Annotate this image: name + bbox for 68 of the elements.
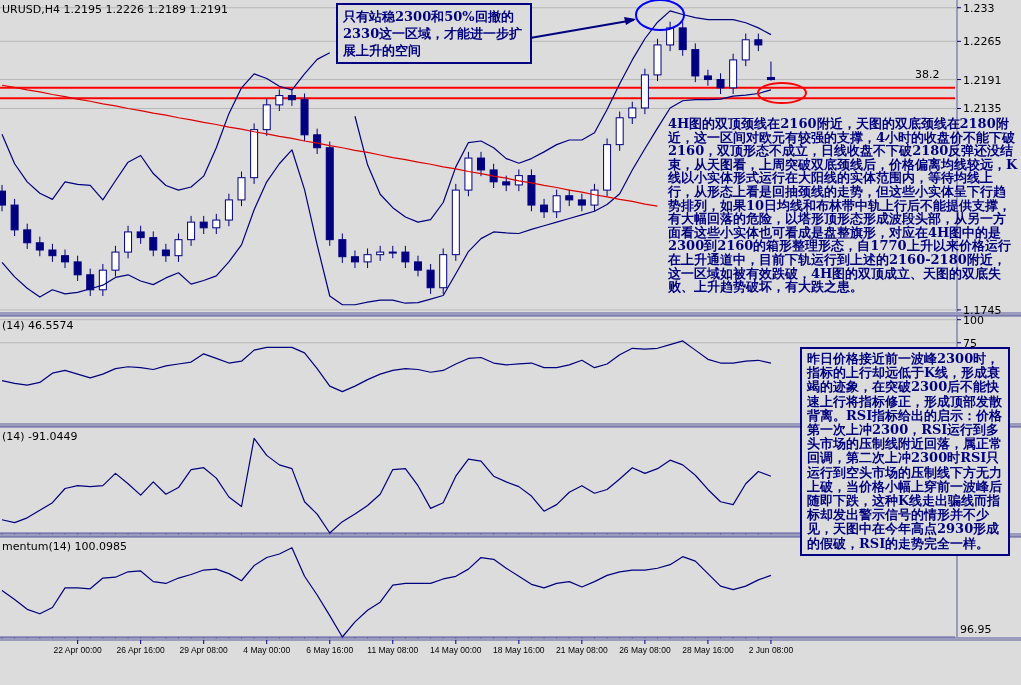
y-tick-label: 1.2135: [963, 102, 1002, 116]
y-tick-label: 75: [963, 336, 977, 350]
text: 4H图的双顶颈线在2160附近，天图的双底颈线在2180附近，这一区间对欧元有较强的支撑，4小时的收盘价不能下破2160，双顶形态不成立，日线收盘不下破2180反弹还没结束，从天图看，上周突破双底颈线后，价格偏离均线较远，K线以小实体形式运行在大阳线的实体范围内，等待均线上行，从形态上看是回抽颈线的走势，但这些小实体呈下行趋势排列，如果10日均线和布林带中轨上行后不能提供支撑，有大幅回落的危险，以塔形顶形态形成波段头部，从另一方面看这些小实体也可看成是盘整旗形，对应在4H图中的是2300到2160的箱形整理形态，自1770上升以来价格运行在上升通道中，目前下轨运行到上述的2160-2180附近，这一区域如被有效跌破，4H图的双顶成立、天图的双底失败、上升趋势破坏，有大跌之患。: [668, 116, 1018, 295]
x-tick-label: 18 May 16:00: [493, 645, 545, 655]
candlestick: [363, 247, 372, 269]
x-tick-label: 6 May 16:00: [306, 645, 354, 655]
line-series: [1, 340, 772, 393]
x-tick-label: 11 May 08:00: [367, 645, 419, 655]
chart-title: mentum(14) 100.0985: [2, 540, 128, 553]
x-tick-label: 2 Jun 08:00: [748, 645, 794, 655]
candlestick: [174, 232, 183, 263]
candlestick: [23, 223, 32, 250]
candlestick: [212, 213, 221, 235]
x-tick-label: 22 Apr 00:00: [53, 645, 103, 655]
candlestick: [275, 88, 284, 112]
y-tick-label: 1.2265: [963, 35, 1002, 49]
line-series: [1, 84, 659, 207]
y-tick-label: 1.233: [963, 1, 995, 15]
candlestick: [313, 128, 322, 155]
candlestick: [766, 60, 775, 82]
x-tick-label: 21 May 08:00: [556, 645, 608, 655]
candlestick: [287, 88, 296, 107]
candlestick: [426, 263, 435, 295]
candlestick: [86, 268, 95, 297]
candlestick: [111, 245, 120, 277]
candlestick: [413, 255, 422, 277]
candlestick: [35, 236, 44, 257]
x-tick-label: 26 Apr 16:00: [116, 645, 166, 655]
x-tick-label: 28 May 16:00: [682, 645, 734, 655]
candlestick: [489, 163, 498, 189]
candlestick: [224, 193, 233, 227]
candlestick: [577, 193, 586, 212]
candlestick: [741, 33, 750, 67]
candlestick: [136, 225, 145, 245]
y-tick-label: 1.2191: [963, 73, 1002, 87]
candlestick: [73, 255, 82, 282]
chart-title: URUSD,H4 1.2195 1.2226 1.2189 1.2191: [2, 3, 228, 16]
candlestick: [48, 243, 57, 263]
candlestick: [98, 263, 107, 297]
candlestick: [552, 189, 561, 219]
candlestick: [590, 183, 599, 212]
x-tick-label: 4 May 00:00: [243, 645, 291, 655]
text: 96.95: [960, 623, 993, 637]
candlestick: [477, 151, 486, 177]
chart-title: (14) 46.5574: [2, 319, 74, 332]
candlestick: [401, 245, 410, 269]
text: 昨日价格接近前一波峰2300时，指标的上行却远低于K线，形成衰竭的迹象，在突破2300后不能快速上行将指标修正，形成顶部发散背离。RSI指标给出的启示：价格第一次上冲2300，RSI运行到多头市场的压制线附近回落，属正常回调，第二次上冲2300时RSI只运行到空头市场的压制线下方无力上破，当价格小幅上穿前一波峰后随即下跌，这种K线走出骗线而指标却发出警示信号的情形并不少见，天图中在今年高点2930形成的假破，RSI的走势完全一样。: [807, 351, 1003, 551]
candlestick: [628, 101, 637, 125]
candlestick: [124, 225, 133, 259]
annotation: 只有站稳2300和50%回撤的2330这一区域，才能进一步扩展上升的空间: [336, 3, 532, 64]
candlestick: [187, 215, 196, 247]
x-tick-label: 29 Apr 08:00: [179, 645, 229, 655]
candlestick: [199, 215, 208, 235]
candlestick: [540, 198, 549, 219]
chart-title: (14) -91.0449: [2, 430, 78, 443]
candlestick: [666, 21, 675, 52]
candlestick: [678, 21, 687, 57]
candlestick: [350, 250, 359, 269]
candlestick: [703, 69, 712, 87]
candlestick: [338, 232, 347, 264]
text: 38.2: [915, 68, 941, 82]
x-tick-label: 26 May 08:00: [619, 645, 671, 655]
candlestick: [61, 249, 70, 269]
candlestick: [161, 243, 170, 263]
x-tick-label: 14 May 00:00: [430, 645, 482, 655]
candlestick: [149, 230, 158, 257]
candlestick: [716, 72, 725, 95]
candlestick: [237, 171, 246, 207]
